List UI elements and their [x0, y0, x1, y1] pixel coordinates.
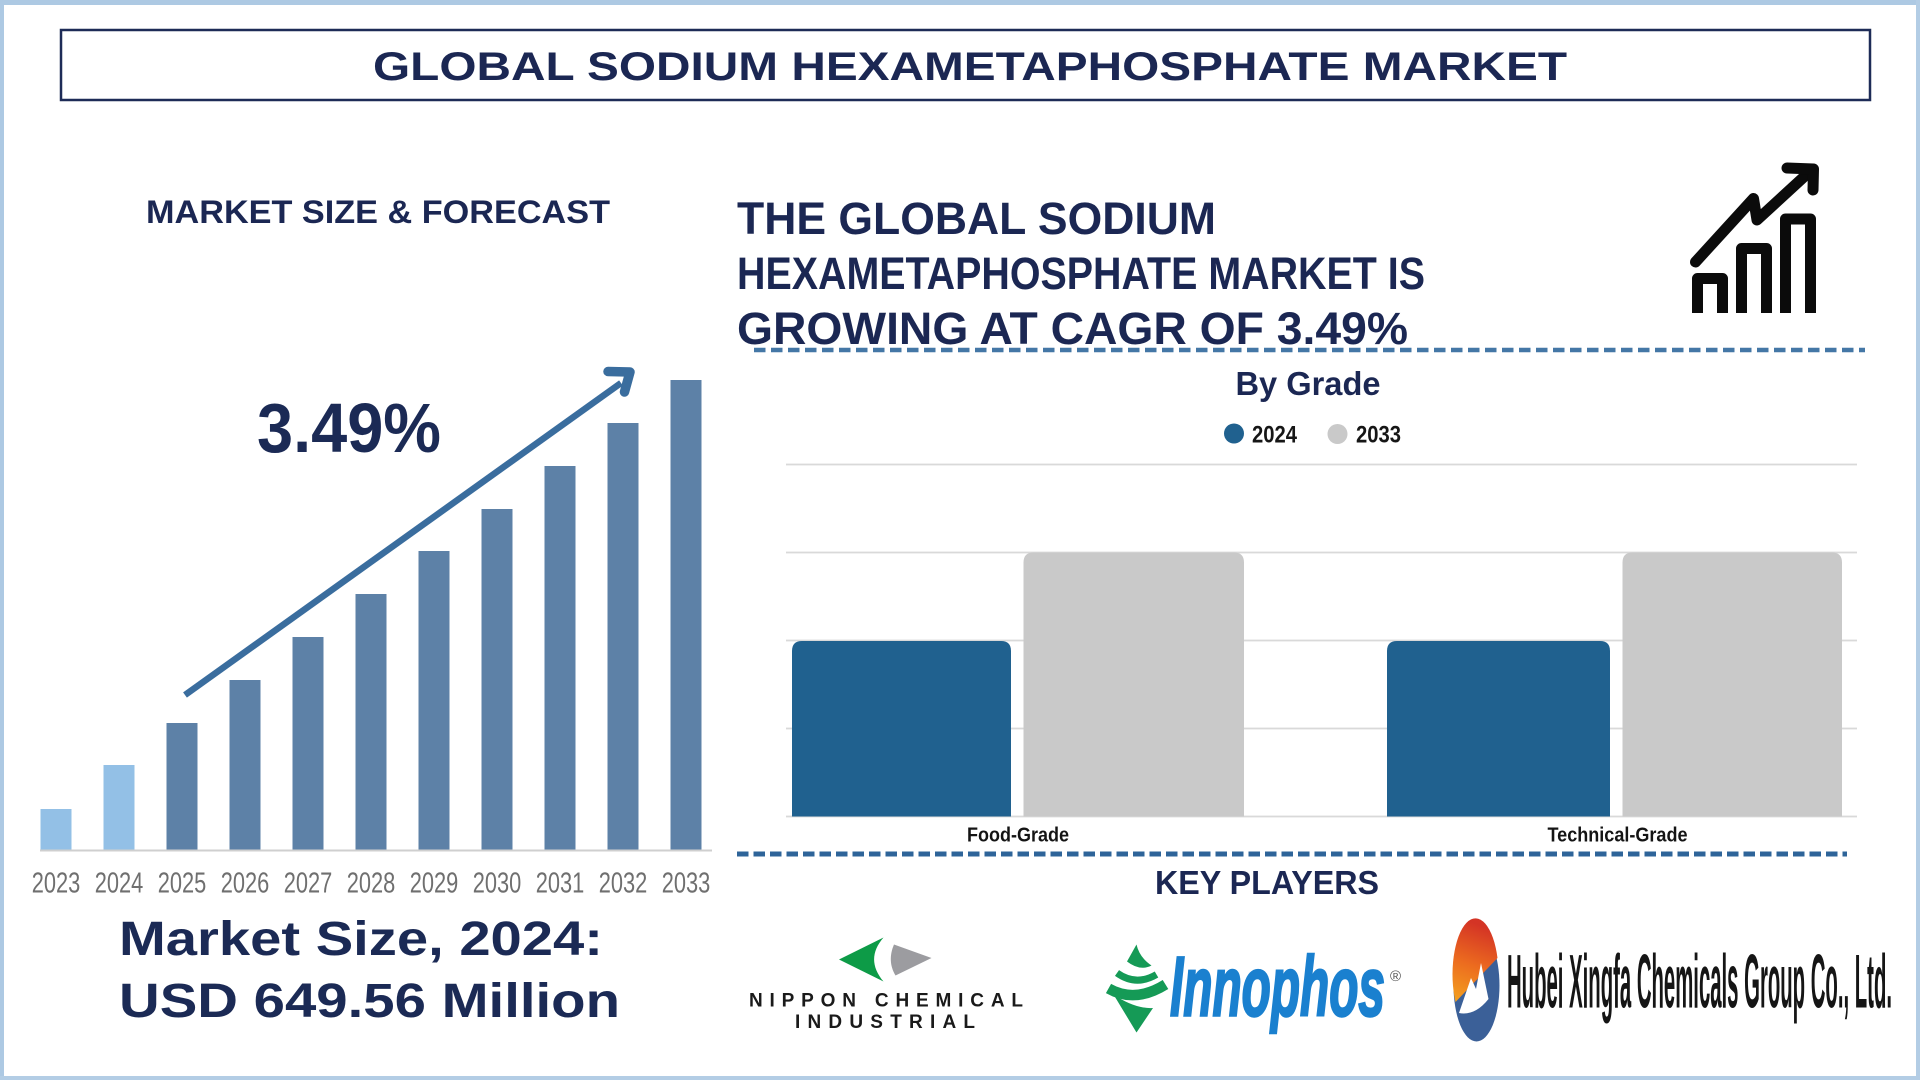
svg-text:2026: 2026: [221, 868, 270, 900]
svg-text:3.49%: 3.49%: [257, 389, 441, 467]
svg-text:GLOBAL SODIUM HEXAMETAPHOSPHAT: GLOBAL SODIUM HEXAMETAPHOSPHATE MARKET: [373, 45, 1567, 89]
svg-text:2033: 2033: [1356, 422, 1401, 449]
svg-text:Hubei Xingfa Chemicals Group C: Hubei Xingfa Chemicals Group Co., Ltd.: [1507, 940, 1892, 1025]
svg-text:KEY PLAYERS: KEY PLAYERS: [1155, 865, 1379, 902]
svg-text:2029: 2029: [410, 868, 459, 900]
svg-text:MARKET SIZE & FORECAST: MARKET SIZE & FORECAST: [146, 194, 610, 230]
svg-text:Food-Grade: Food-Grade: [967, 824, 1069, 847]
svg-text:GROWING AT CAGR OF 3.49%: GROWING AT CAGR OF 3.49%: [737, 303, 1408, 354]
svg-text:®: ®: [1390, 968, 1401, 985]
svg-text:By Grade: By Grade: [1236, 366, 1381, 403]
svg-text:2027: 2027: [284, 868, 333, 900]
svg-text:2024: 2024: [1252, 422, 1298, 449]
svg-text:2025: 2025: [158, 868, 207, 900]
svg-text:2030: 2030: [473, 868, 522, 900]
svg-text:2024: 2024: [95, 868, 144, 900]
svg-text:HEXAMETAPHOSPHATE MARKET IS: HEXAMETAPHOSPHATE MARKET IS: [737, 248, 1425, 299]
svg-text:Technical-Grade: Technical-Grade: [1548, 824, 1688, 847]
svg-text:NIPPON CHEMICAL: NIPPON CHEMICAL: [749, 991, 1023, 1012]
svg-text:Innophos: Innophos: [1170, 940, 1385, 1034]
svg-text:2032: 2032: [599, 868, 648, 900]
svg-text:THE GLOBAL SODIUM: THE GLOBAL SODIUM: [737, 193, 1216, 244]
svg-text:2028: 2028: [347, 868, 396, 900]
svg-text:2031: 2031: [536, 868, 585, 900]
svg-text:Market Size, 2024:: Market Size, 2024:: [119, 913, 603, 966]
svg-text:2023: 2023: [32, 868, 81, 900]
svg-text:2033: 2033: [662, 868, 711, 900]
svg-text:USD 649.56 Million: USD 649.56 Million: [119, 975, 620, 1028]
